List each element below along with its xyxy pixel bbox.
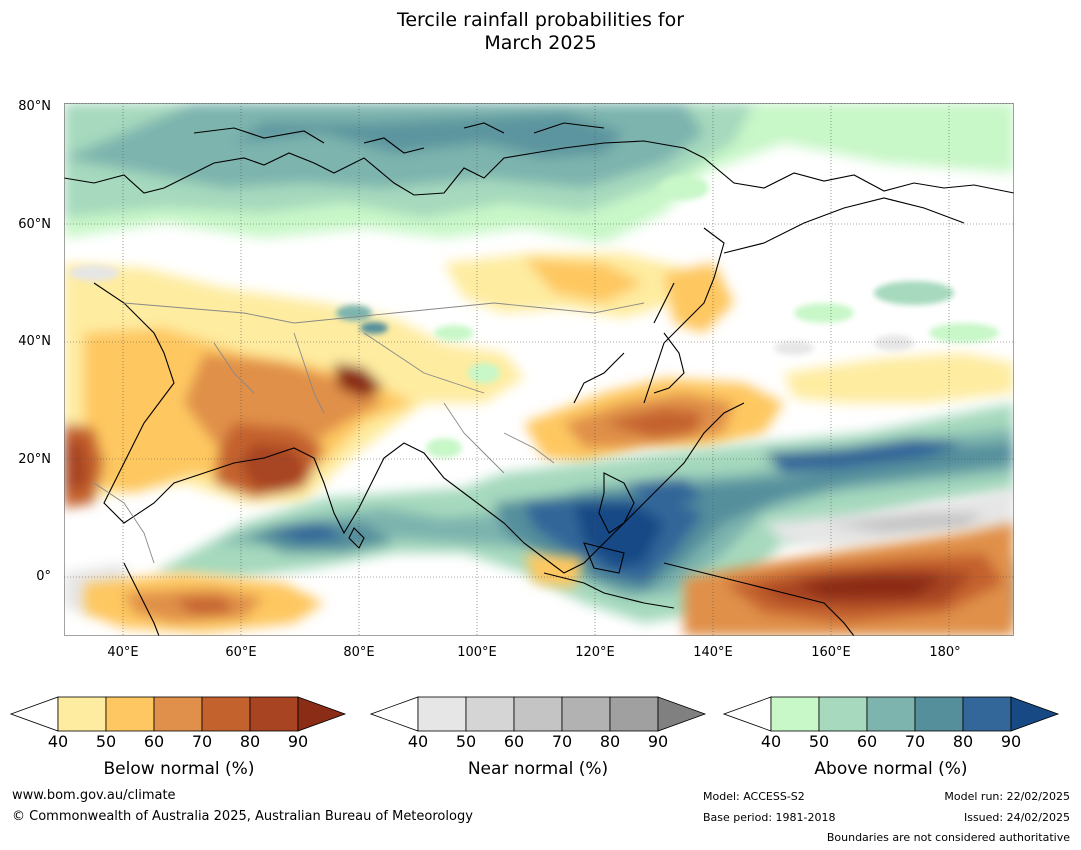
below-colorbar-tick-label: 40 [47,732,69,751]
above-colorbar-segment [914,696,964,732]
colorbar-title-above: Above normal (%) [814,759,968,779]
near-colorbar-segment [609,696,659,732]
lat-label-40n: 40°N [18,334,51,349]
lon-label-100e: 100°E [457,645,497,660]
colorbar-above-normal [722,696,1063,736]
below-colorbar-tick-label: 80 [239,732,261,751]
near-colorbar-tick-label: 90 [647,732,669,751]
near-colorbar-tick-label: 50 [455,732,477,751]
near-colorbar-arrow-right [657,696,707,732]
below-colorbar-tick-label: 90 [287,732,309,751]
rainfall-probability-map [64,103,1014,636]
near-colorbar-segment [465,696,515,732]
near-colorbar-arrow-left [369,696,419,732]
below-colorbar-segment [153,696,203,732]
above-colorbar-tick-label: 60 [856,732,878,751]
colorbar-title-below: Below normal (%) [103,759,255,779]
below-colorbar-arrow-left [9,696,59,732]
footer-disclaimer: Boundaries are not considered authoritat… [826,831,1070,844]
near-colorbar-segment [513,696,563,732]
below-colorbar-segment [249,696,299,732]
lat-label-60n: 60°N [18,217,51,232]
near-colorbar-tick-label: 70 [551,732,573,751]
near-colorbar-tick-label: 60 [503,732,525,751]
footer-base-period: Base period: 1981-2018 [703,811,836,824]
footer-copyright: © Commonwealth of Australia 2025, Austra… [12,809,473,824]
below-colorbar-segment [57,696,107,732]
above-colorbar-segment [866,696,916,732]
above-colorbar-tick-label: 90 [1000,732,1022,751]
footer-model-run: Model run: 22/02/2025 [944,790,1070,803]
near-colorbar-segment [417,696,467,732]
above-colorbar-tick-label: 40 [760,732,782,751]
map-title-line1: Tercile rainfall probabilities for [396,9,685,31]
below-colorbar-tick-label: 50 [95,732,117,751]
colorbar-near-normal [369,696,710,736]
map-title-line2: March 2025 [484,32,597,54]
coastlines [64,122,1014,636]
country-borders [93,302,645,564]
lon-label-180: 180° [929,645,961,660]
above-colorbar-segment [818,696,868,732]
lon-label-40e: 40°E [107,645,139,660]
lon-label-80e: 80°E [343,645,375,660]
above-colorbar-tick-label: 80 [952,732,974,751]
near-colorbar-tick-label: 80 [599,732,621,751]
footer-model: Model: ACCESS-S2 [703,790,805,803]
below-colorbar-tick-label: 70 [191,732,213,751]
footer-issued: Issued: 24/02/2025 [963,811,1070,824]
probability-field [64,103,1014,636]
lon-label-60e: 60°E [225,645,257,660]
above-colorbar-arrow-right [1010,696,1060,732]
colorbar-below-normal [9,696,350,736]
lat-label-80n: 80°N [18,99,51,114]
above-colorbar-arrow-left [722,696,772,732]
below-colorbar-segment [201,696,251,732]
lon-label-120e: 120°E [575,645,615,660]
above-colorbar-tick-label: 50 [808,732,830,751]
lat-label-20n: 20°N [18,452,51,467]
above-colorbar-segment [962,696,1012,732]
near-colorbar-segment [561,696,611,732]
below-colorbar-segment [105,696,155,732]
below-colorbar-arrow-right [297,696,347,732]
footer-website: www.bom.gov.au/climate [12,788,176,803]
above-colorbar-segment [770,696,820,732]
colorbar-title-near: Near normal (%) [467,759,609,779]
lon-label-160e: 160°E [811,645,851,660]
below-colorbar-tick-label: 60 [143,732,165,751]
near-colorbar-tick-label: 40 [407,732,429,751]
lat-label-0: 0° [36,569,51,584]
above-colorbar-tick-label: 70 [904,732,926,751]
lon-label-140e: 140°E [693,645,733,660]
